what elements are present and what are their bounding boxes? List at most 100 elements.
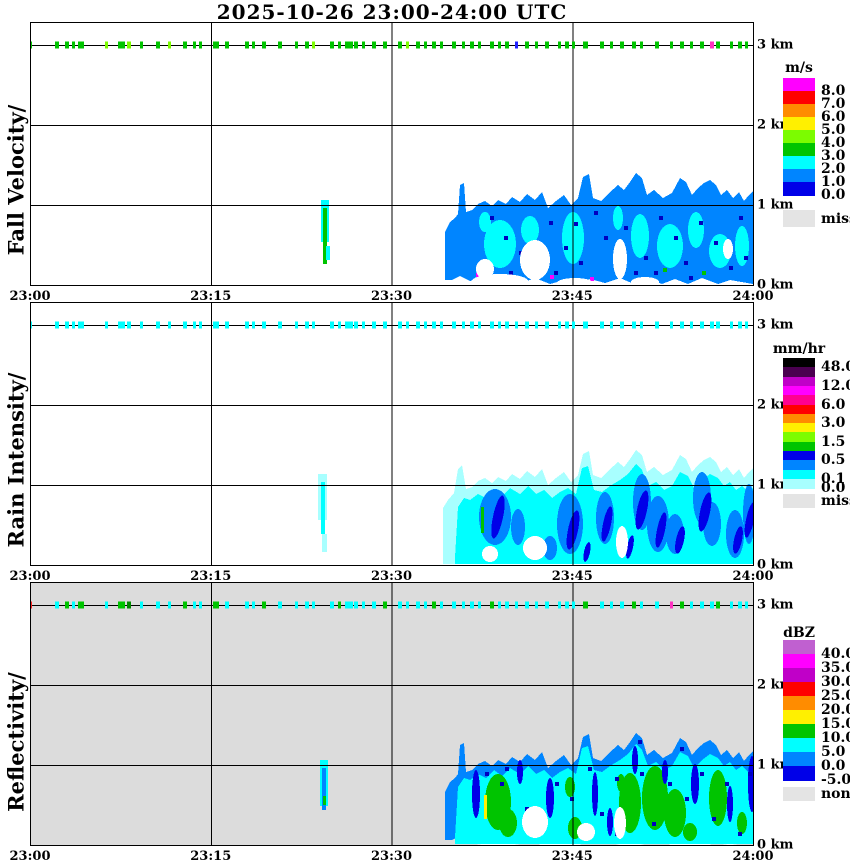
echo-mark xyxy=(680,41,684,49)
echo-mark xyxy=(558,41,561,49)
precip-speck xyxy=(570,797,574,801)
echo-mark xyxy=(498,41,501,49)
echo-mark xyxy=(632,321,636,329)
panel-label-rain-intensity: Rain Intensity/ xyxy=(3,372,29,548)
echo-mark xyxy=(213,41,219,49)
echo-mark xyxy=(295,601,298,609)
echo-mark xyxy=(213,321,219,329)
colorbar-tick-label: 25.0 xyxy=(821,688,850,704)
colorbar-tick-label: 30.0 xyxy=(821,674,850,690)
echo-mark xyxy=(640,601,643,609)
echo-mark xyxy=(78,321,84,329)
echo-mark xyxy=(632,41,636,49)
echo-mark xyxy=(345,41,353,49)
echo-mark xyxy=(383,601,387,609)
precip-patch xyxy=(691,764,699,804)
echo-mark xyxy=(632,601,636,609)
colorbar-band xyxy=(783,432,815,443)
precip-patch xyxy=(642,766,668,830)
precip-speck xyxy=(714,241,718,245)
echo-mark xyxy=(416,41,420,49)
precip-speck xyxy=(674,236,678,240)
precip-patch xyxy=(472,274,528,285)
colorbar-band xyxy=(783,640,815,655)
precip-patch xyxy=(521,216,539,244)
echo-mark xyxy=(118,41,125,49)
precip-streak xyxy=(326,246,330,260)
precip-data-layer xyxy=(321,173,753,285)
precip-patch xyxy=(607,808,613,836)
echo-mark xyxy=(470,41,474,49)
colorbar-band xyxy=(783,169,815,183)
precip-speck xyxy=(594,211,598,215)
precip-patch xyxy=(688,212,704,248)
precip-patch xyxy=(479,212,491,232)
precip-patch xyxy=(698,492,712,532)
echo-mark xyxy=(535,41,538,49)
echo-mark xyxy=(193,41,196,49)
precip-speck xyxy=(729,266,733,270)
echo-mark xyxy=(710,41,714,49)
echo-mark xyxy=(338,321,341,329)
precip-speck xyxy=(505,767,509,771)
echo-mark xyxy=(478,321,481,329)
echo-mark xyxy=(738,41,742,49)
time-tick-label: 24:00 xyxy=(732,569,774,584)
echo-mark xyxy=(199,601,202,609)
echo-mark xyxy=(730,321,733,329)
colorbar-missing-band xyxy=(783,787,815,801)
echo-mark xyxy=(262,601,266,609)
echo-mark xyxy=(545,321,549,329)
colorbar-tick-label: 3.0 xyxy=(821,415,846,432)
echo-mark xyxy=(470,601,474,609)
echo-mark xyxy=(478,601,481,609)
echo-mark xyxy=(462,321,465,329)
colorbar-band xyxy=(783,738,815,753)
colorbar-band xyxy=(783,696,815,711)
precip-speck xyxy=(702,271,706,275)
echo-mark xyxy=(478,41,481,49)
echo-mark xyxy=(525,601,529,609)
precip-patch xyxy=(616,526,628,558)
precip-speck xyxy=(638,740,642,744)
precip-patch xyxy=(523,536,547,560)
precip-speck xyxy=(689,276,693,280)
time-tick-label: 24:00 xyxy=(732,289,774,304)
colorbar-band xyxy=(783,682,815,697)
echo-mark xyxy=(600,601,604,609)
echo-mark xyxy=(655,601,659,609)
colorbar-tick-label: 0.1 xyxy=(821,470,846,487)
time-tick-label: 23:15 xyxy=(190,289,232,304)
echo-mark xyxy=(545,601,549,609)
echo-mark xyxy=(362,601,365,609)
echo-mark xyxy=(140,601,143,609)
echo-mark xyxy=(515,321,518,329)
precip-patch xyxy=(683,823,697,841)
echo-mark xyxy=(416,321,420,329)
echo-mark xyxy=(490,601,494,609)
echo-mark xyxy=(406,41,409,49)
precip-speck xyxy=(652,822,656,826)
echo-mark xyxy=(372,321,376,329)
precip-speck xyxy=(744,256,748,260)
precip-patch xyxy=(491,495,505,539)
echo-mark xyxy=(440,321,443,329)
echo-mark xyxy=(225,601,229,609)
echo-mark xyxy=(655,321,659,329)
precip-patch xyxy=(557,278,593,285)
echo-mark xyxy=(398,601,402,609)
colorbar-tick-label: -5.0 xyxy=(821,772,850,788)
echo-mark xyxy=(716,41,720,49)
height-tick-label: 0 km xyxy=(757,557,794,573)
echo-mark xyxy=(738,321,742,329)
colorbar-band xyxy=(783,367,815,378)
echo-mark xyxy=(462,601,465,609)
precip-speck xyxy=(504,236,508,240)
echo-mark xyxy=(738,601,742,609)
echo-mark xyxy=(610,41,613,49)
precip-speck xyxy=(663,268,667,272)
colorbar-tick-label: 1.5 xyxy=(821,433,846,450)
echo-mark xyxy=(700,601,704,609)
precip-speck xyxy=(685,797,689,801)
echo-mark xyxy=(354,41,358,49)
